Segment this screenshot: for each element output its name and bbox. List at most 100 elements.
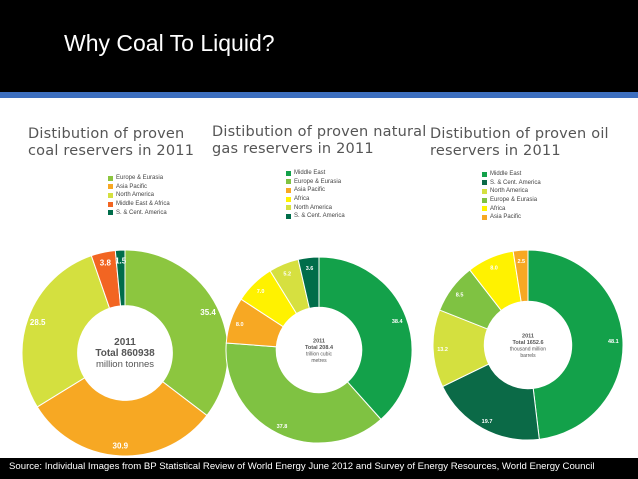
- legend-item-middle-east: Middle East: [482, 170, 541, 179]
- gas-value-label-north-america: 5.2: [283, 272, 291, 278]
- gas-value-label-s-and-cent-america: 3.6: [306, 266, 314, 272]
- gas-chart-title-line: gas reservers in 2011: [212, 141, 374, 157]
- legend-label: S. & Cent. America: [294, 213, 345, 220]
- legend-label: North America: [294, 204, 333, 211]
- oil-value-label-asia-pacific: 2.5: [517, 259, 525, 265]
- legend-swatch: [286, 213, 291, 219]
- coal-donut-center: [77, 305, 173, 401]
- legend-swatch: [482, 206, 487, 212]
- legend-label: Africa: [294, 196, 310, 203]
- legend-swatch: [108, 201, 113, 207]
- oil-value-label-middle-east: 48.1: [608, 339, 619, 345]
- coal-center-text: million tonnes: [96, 359, 154, 370]
- legend-swatch: [286, 170, 291, 176]
- legend-item-africa: Africa: [286, 195, 345, 204]
- gas-value-label-africa: 7.0: [257, 289, 265, 295]
- gas-center-text: 2011: [313, 338, 325, 344]
- slide-title: Why Coal To Liquid?: [64, 30, 275, 56]
- legend-item-asia-pacific: Asia Pacific: [286, 186, 345, 195]
- legend-item-north-america: North America: [482, 187, 541, 196]
- legend-item-middle-east: Middle East: [286, 169, 345, 178]
- legend-swatch: [482, 171, 487, 177]
- legend-label: Middle East & Africa: [116, 201, 170, 208]
- oil-center-text: barrels: [520, 353, 536, 359]
- legend-label: Middle East: [294, 170, 326, 177]
- coal-chart-title: Distibution of proven coal reservers in …: [28, 126, 194, 160]
- gas-chart-title: Distibution of proven natural gas reserv…: [212, 124, 426, 158]
- legend-label: Asia Pacific: [490, 214, 522, 221]
- accent-divider: [0, 92, 638, 98]
- legend-swatch: [482, 180, 487, 186]
- legend-item-asia-pacific: Asia Pacific: [482, 213, 541, 222]
- legend-label: Europe & Eurasia: [490, 197, 538, 204]
- legend-item-europe-and-eurasia: Europe & Eurasia: [482, 196, 541, 205]
- oil-slice-middle-east: [527, 249, 624, 440]
- gas-donut-center: [276, 307, 362, 393]
- legend-swatch: [482, 197, 487, 203]
- oil-chart-title: Distibution of proven oil reservers in 2…: [430, 126, 609, 160]
- legend-swatch: [286, 179, 291, 185]
- gas-center-text: Total 208.4: [305, 345, 334, 351]
- coal-value-label-asia-pacific: 30.9: [113, 442, 129, 451]
- gas-value-label-middle-east: 38.4: [392, 319, 404, 325]
- coal-center-text: 2011: [114, 337, 136, 348]
- legend-swatch: [108, 192, 113, 198]
- oil-center-text: 2011: [522, 333, 534, 339]
- legend-label: Middle East: [490, 171, 522, 178]
- legend-swatch: [286, 196, 291, 202]
- source-citation: Source: Individual Images from BP Statis…: [9, 461, 595, 472]
- coal-value-label-middle-east-and-africa: 3.8: [100, 258, 112, 267]
- legend-item-europe-and-eurasia: Europe & Eurasia: [286, 178, 345, 187]
- legend-label: Asia Pacific: [116, 183, 148, 190]
- legend-item-africa: Africa: [482, 204, 541, 213]
- legend-item-europe-and-eurasia: Europe & Eurasia: [108, 174, 170, 183]
- legend-label: North America: [490, 188, 529, 195]
- gas-chart-title-line: Distibution of proven natural: [212, 124, 427, 140]
- oil-value-label-europe-and-eurasia: 8.5: [456, 293, 464, 299]
- legend-label: Africa: [490, 205, 506, 212]
- coal-value-label-north-america: 28.5: [30, 318, 46, 327]
- oil-chart-title-line: Distibution of proven oil: [430, 126, 609, 142]
- legend-label: North America: [116, 192, 155, 199]
- coal-chart-title-line: Distibution of proven: [28, 126, 185, 142]
- legend-label: S. & Cent. America: [490, 179, 541, 186]
- legend-swatch: [286, 187, 291, 193]
- footer-bar: Source: Individual Images from BP Statis…: [0, 458, 638, 479]
- gas-center-text: metres: [311, 358, 327, 364]
- legend-swatch: [482, 188, 487, 194]
- legend-label: Europe & Eurasia: [116, 175, 164, 182]
- gas-value-label-asia-pacific: 8.0: [236, 322, 244, 328]
- oil-chart-legend: Middle East S. & Cent. America North Ameri…: [482, 170, 541, 222]
- coal-chart-title-line: coal reservers in 2011: [28, 143, 195, 159]
- gas-value-label-europe-and-eurasia: 37.8: [277, 424, 288, 430]
- gas-chart-legend: Middle East Europe & Eurasia Asia Pacific A…: [286, 169, 345, 221]
- legend-item-s-and-cent-america: S. & Cent. America: [108, 208, 170, 217]
- gas-center-text: trillion cubic: [306, 351, 333, 357]
- legend-label: S. & Cent. America: [116, 209, 167, 216]
- legend-item-s-and-cent-america: S. & Cent. America: [286, 212, 345, 221]
- oil-value-label-north-america: 13.2: [437, 347, 448, 353]
- coal-center-text: Total 860938: [95, 348, 155, 359]
- legend-swatch: [286, 205, 291, 211]
- legend-label: Europe & Eurasia: [294, 178, 342, 185]
- title-bar: Why Coal To Liquid?: [0, 0, 638, 92]
- legend-item-north-america: North America: [286, 203, 345, 212]
- legend-item-asia-pacific: Asia Pacific: [108, 183, 170, 192]
- oil-chart-title-line: reservers in 2011: [430, 143, 561, 159]
- oil-value-label-s-and-cent-america: 19.7: [482, 419, 493, 425]
- legend-swatch: [108, 210, 113, 216]
- legend-item-north-america: North America: [108, 191, 170, 200]
- oil-donut-center: [484, 301, 572, 389]
- legend-swatch: [108, 175, 113, 181]
- oil-center-text: thousand million: [510, 346, 546, 352]
- legend-item-middle-east-and-africa: Middle East & Africa: [108, 200, 170, 209]
- legend-swatch: [108, 184, 113, 190]
- coal-value-label-europe-and-eurasia: 35.4: [200, 308, 216, 317]
- coal-value-label-s-and-cent-america: 1.5: [115, 256, 127, 265]
- legend-label: Asia Pacific: [294, 187, 326, 194]
- legend-swatch: [482, 214, 487, 220]
- oil-value-label-africa: 8.0: [490, 266, 498, 272]
